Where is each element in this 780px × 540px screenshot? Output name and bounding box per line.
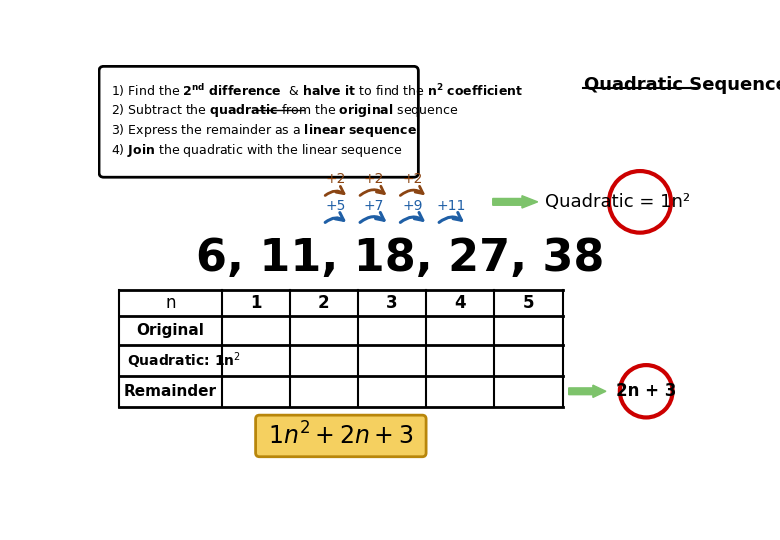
Text: 5: 5	[523, 294, 534, 312]
Text: 2) Subtract the $\mathbf{quadratic}$ from the $\mathbf{original}$ sequence: 2) Subtract the $\mathbf{quadratic}$ fro…	[112, 102, 459, 119]
Text: $1n^2 + 2n + 3$: $1n^2 + 2n + 3$	[268, 422, 413, 449]
Text: 1) Find the $\mathbf{2^{nd}}$ $\mathbf{difference}$  & $\mathbf{halve\ it}$ to f: 1) Find the $\mathbf{2^{nd}}$ $\mathbf{d…	[112, 82, 523, 99]
FancyArrowPatch shape	[400, 186, 423, 195]
FancyArrowPatch shape	[400, 213, 423, 222]
Text: 3) Express the remainder as a $\mathbf{linear\ sequence}$: 3) Express the remainder as a $\mathbf{l…	[112, 122, 417, 139]
Text: Quadratic Sequences: Quadratic Sequences	[584, 76, 780, 93]
Text: 4: 4	[455, 294, 466, 312]
Text: Quadratic: 1n$^2$: Quadratic: 1n$^2$	[127, 350, 241, 371]
Text: +2: +2	[363, 172, 384, 186]
Text: Original: Original	[136, 323, 204, 338]
Text: 1: 1	[250, 294, 261, 312]
Text: +11: +11	[437, 199, 466, 213]
Text: +7: +7	[363, 199, 384, 213]
Text: 3: 3	[386, 294, 398, 312]
Text: Quadratic = 1n²: Quadratic = 1n²	[545, 193, 690, 211]
FancyArrowPatch shape	[360, 212, 384, 222]
Polygon shape	[493, 195, 537, 208]
Text: n: n	[165, 294, 176, 312]
Text: +9: +9	[402, 199, 424, 213]
Text: Remainder: Remainder	[124, 384, 217, 399]
FancyArrowPatch shape	[325, 186, 344, 195]
Text: 6, 11, 18, 27, 38: 6, 11, 18, 27, 38	[196, 238, 604, 280]
Text: +2: +2	[325, 172, 346, 186]
Text: 4) $\mathbf{Join}$ the quadratic with the linear sequence: 4) $\mathbf{Join}$ the quadratic with th…	[112, 142, 402, 159]
FancyArrowPatch shape	[325, 213, 344, 222]
Text: 2n + 3: 2n + 3	[616, 382, 676, 400]
Polygon shape	[569, 385, 606, 397]
FancyBboxPatch shape	[99, 66, 418, 177]
Text: 2: 2	[318, 294, 330, 312]
FancyArrowPatch shape	[439, 213, 462, 222]
Text: +2: +2	[402, 172, 423, 186]
Text: +5: +5	[325, 199, 346, 213]
FancyBboxPatch shape	[256, 415, 426, 457]
FancyArrowPatch shape	[360, 186, 385, 195]
